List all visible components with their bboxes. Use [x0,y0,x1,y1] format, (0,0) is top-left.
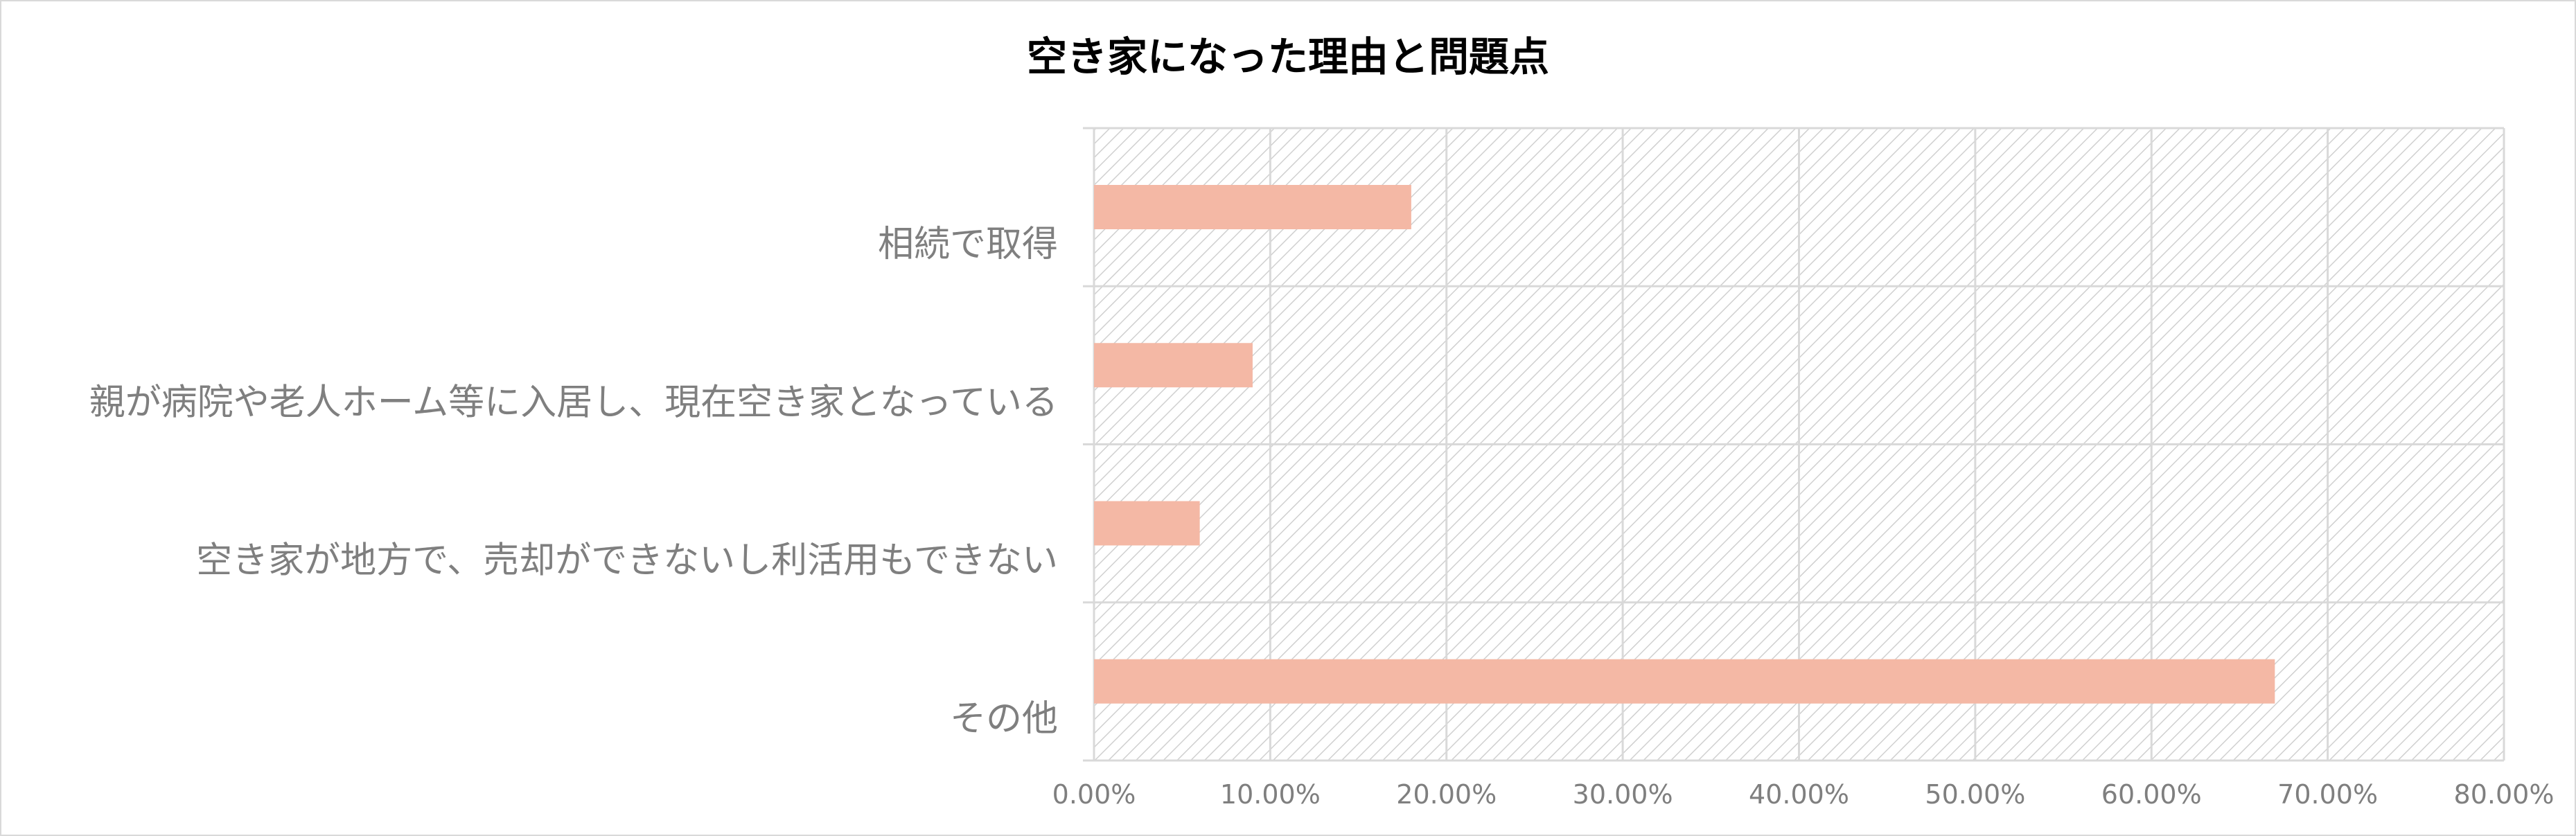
x-tick-label: 0.00% [1052,779,1136,810]
category-label: 親が病院や老人ホーム等に入居し、現在空き家となっている [89,382,1058,423]
x-tick-label: 60.00% [2101,779,2202,810]
chart-title: 空き家になった理由と問題点 [1027,35,1549,80]
category-labels: 相続で取得親が病院や老人ホーム等に入居し、現在空き家となっている空き家が地方で、… [89,224,1058,740]
bars [1094,185,2275,704]
x-tick-label: 70.00% [2277,779,2378,810]
bar [1094,343,1253,388]
x-tick-label: 10.00% [1220,779,1321,810]
x-tick-label: 30.00% [1573,779,1673,810]
category-label: 相続で取得 [878,224,1058,265]
bar [1094,501,1200,546]
plot-area [1083,127,2505,762]
x-tick-label: 80.00% [2454,779,2555,810]
bar [1094,185,1411,229]
category-label: 空き家が地方で、売却ができないし利活用もできない [196,540,1058,582]
bar [1094,659,2275,704]
x-tick-label: 20.00% [1396,779,1497,810]
x-tick-label: 50.00% [1925,779,2025,810]
x-tick-labels: 0.00% 10.00% 20.00% 30.00% 40.00% 50.00% 60.00… [1052,779,2555,810]
category-label: その他 [950,698,1058,740]
x-tick-label: 40.00% [1749,779,1849,810]
